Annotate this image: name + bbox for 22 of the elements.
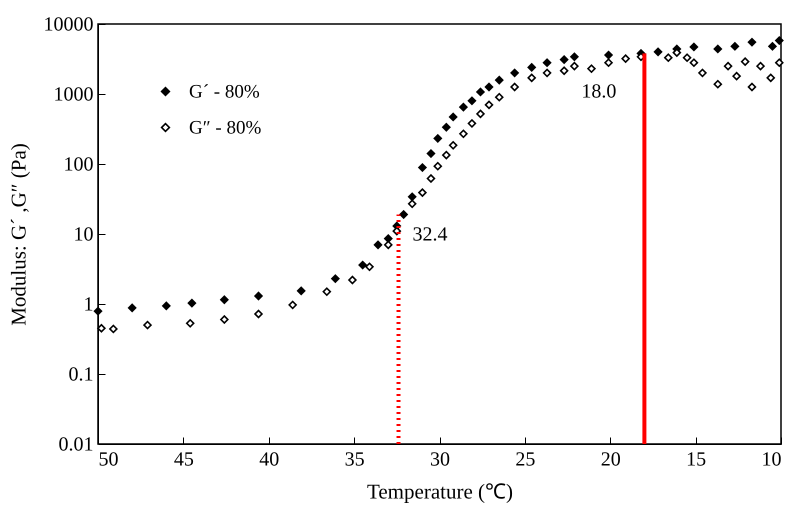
legend-label: G″ - 80%: [189, 118, 262, 138]
annotation: 32.4: [412, 223, 448, 246]
y-tick-label: 0.01: [58, 434, 94, 456]
x-tick-label: 10: [762, 448, 782, 470]
x-tick-label: 15: [686, 448, 706, 470]
annotation: 18.0: [581, 80, 616, 102]
x-axis-title: Temperature (℃): [366, 480, 514, 504]
x-tick-label: 50: [98, 448, 118, 470]
y-tick-label: 100: [64, 154, 94, 176]
y-tick-label: 10: [74, 224, 94, 246]
x-tick-label: 20: [600, 448, 621, 470]
x-tick-label: 45: [174, 448, 194, 470]
y-tick-label: 1000: [54, 84, 94, 106]
x-tick-label: 25: [515, 448, 536, 470]
x-tick-label: 35: [344, 448, 365, 470]
y-tick-label: 1: [84, 294, 94, 316]
x-tick-label: 40: [259, 448, 280, 470]
legend-label: G´ - 80%: [189, 82, 260, 102]
y-tick-label: 10000: [44, 14, 94, 36]
x-tick-label: 30: [430, 448, 450, 470]
y-axis-title: Modulus: G´ ,G″ (Pa): [6, 143, 30, 326]
y-tick-label: 0.1: [68, 364, 94, 386]
